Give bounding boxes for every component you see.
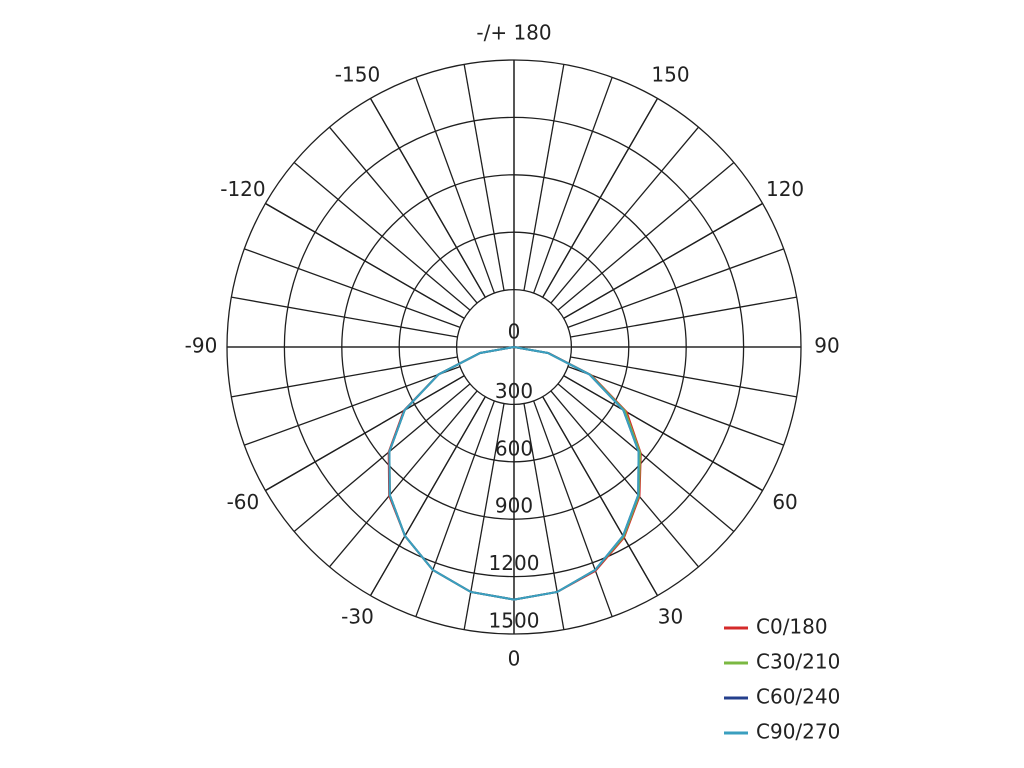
theta-grid-line <box>542 98 659 298</box>
grid-spoke <box>329 390 478 568</box>
grid-spoke <box>244 366 461 446</box>
grid-spoke <box>231 356 458 398</box>
grid-spoke <box>463 64 505 291</box>
theta-tick-label: 120 <box>766 177 804 201</box>
grid-spoke <box>231 296 458 338</box>
grid-spoke <box>533 400 613 617</box>
grid-spoke <box>523 64 565 291</box>
theta-tick-label: 150 <box>651 62 689 86</box>
grid-spoke <box>415 77 495 294</box>
r-tick-label: 0 <box>508 320 521 344</box>
theta-tick-label: 30 <box>658 605 683 629</box>
series-line <box>388 346 640 601</box>
grid-spoke <box>293 383 471 532</box>
grid-spoke <box>567 366 784 446</box>
r-tick-label: 900 <box>495 494 533 518</box>
legend-label: C0/180 <box>756 615 828 639</box>
legend-label: C30/210 <box>756 650 840 674</box>
r-tick-label: 600 <box>495 436 533 460</box>
grid-spoke <box>550 126 699 304</box>
theta-tick-label: 90 <box>814 334 839 358</box>
grid-spoke <box>415 400 495 617</box>
grid-spoke <box>557 162 735 311</box>
grid-spoke <box>293 162 471 311</box>
grid-spoke <box>329 126 478 304</box>
theta-grid-line <box>369 98 486 298</box>
r-tick-label: 1200 <box>489 551 540 575</box>
theta-grid-line <box>369 396 486 596</box>
grid-spoke <box>557 383 735 532</box>
theta-tick-label: 0 <box>508 647 521 671</box>
grid-spoke <box>533 77 613 294</box>
grid-spoke <box>550 390 699 568</box>
theta-grid-line <box>265 375 465 492</box>
theta-tick-label: -120 <box>220 177 265 201</box>
theta-tick-label: -150 <box>335 62 380 86</box>
theta-tick-label: -30 <box>341 605 374 629</box>
grid-spoke <box>570 356 797 398</box>
grid-spoke <box>244 248 461 328</box>
theta-grid-line <box>265 202 465 319</box>
legend-label: C60/240 <box>756 685 840 709</box>
theta-grid-line <box>563 202 763 319</box>
r-tick-label: 1500 <box>489 609 540 633</box>
theta-tick-label: -90 <box>185 334 218 358</box>
grid-spoke <box>570 296 797 338</box>
theta-grid-line <box>563 375 763 492</box>
theta-tick-label: -/+ 180 <box>476 21 551 45</box>
theta-tick-label: -60 <box>227 490 260 514</box>
theta-tick-label: 60 <box>772 490 797 514</box>
legend-label: C90/270 <box>756 720 840 744</box>
theta-grid-line <box>542 396 659 596</box>
grid-spoke <box>567 248 784 328</box>
r-tick-label: 300 <box>495 379 533 403</box>
